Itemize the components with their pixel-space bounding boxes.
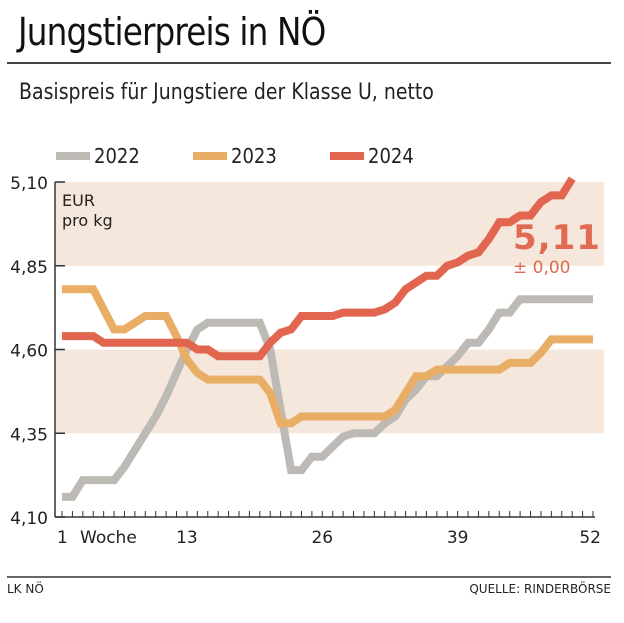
- unit-label: EUR pro kg: [62, 191, 113, 231]
- change-label: ± 0,00: [513, 258, 571, 278]
- x-tick-label: 39: [447, 528, 469, 548]
- x-tick-label: 1: [57, 528, 68, 548]
- legend-item-2022: 2022: [56, 144, 145, 168]
- unit-label-per: pro kg: [62, 211, 113, 230]
- y-tick-label: 4,85: [10, 258, 48, 278]
- legend-swatch-2022: [56, 152, 90, 160]
- x-tick-label: 13: [176, 528, 198, 548]
- title-divider: [7, 62, 611, 64]
- current-value-label: 5,11: [513, 218, 601, 258]
- legend-label-2024: 2024: [368, 144, 414, 168]
- legend-item-2024: 2024: [330, 144, 419, 168]
- chart-legend: 2022 2023 2024: [0, 144, 624, 174]
- x-tick-label: 26: [311, 528, 333, 548]
- legend-label-2022: 2022: [94, 144, 140, 168]
- footer-divider: [7, 576, 611, 578]
- series-line-2022: [62, 295, 593, 501]
- x-tick-label: 52: [579, 528, 601, 548]
- y-tick-label: 4,10: [10, 509, 48, 529]
- chart-subtitle: Basispreis für Jungstiere der Klasse U, …: [19, 80, 434, 105]
- legend-item-2023: 2023: [193, 144, 282, 168]
- unit-label-currency: EUR: [62, 191, 95, 210]
- series-line-2024: [62, 176, 576, 361]
- x-axis-title: Woche: [80, 528, 137, 548]
- y-tick-label: 4,35: [10, 425, 48, 445]
- series-line-2023: [62, 285, 593, 428]
- y-tick-label: 4,60: [10, 342, 48, 362]
- legend-swatch-2023: [193, 152, 227, 160]
- publisher-credit: LK NÖ: [7, 582, 44, 596]
- legend-label-2023: 2023: [231, 144, 277, 168]
- y-tick-label: 5,10: [10, 174, 48, 194]
- legend-swatch-2024: [330, 152, 364, 160]
- page-title: Jungstierpreis in NÖ: [18, 10, 326, 54]
- source-credit: QUELLE: RINDERBÖRSE: [469, 582, 611, 596]
